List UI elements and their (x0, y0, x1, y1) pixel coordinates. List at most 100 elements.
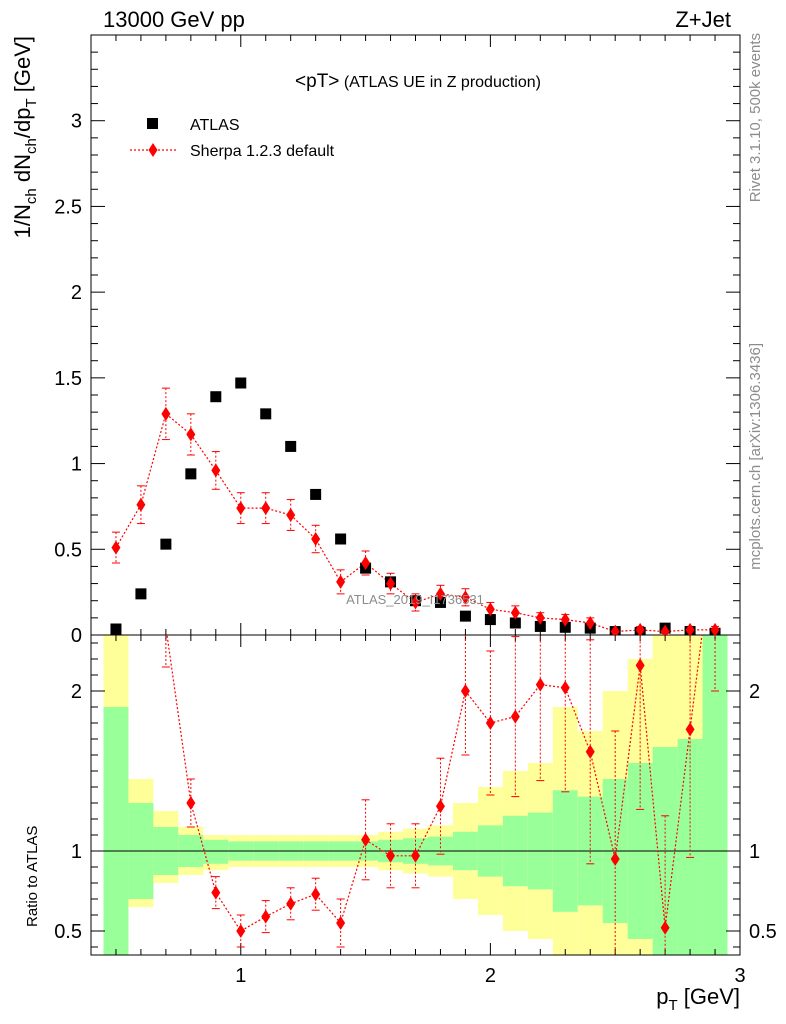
ratio-bands (103, 635, 728, 955)
atlas-point (285, 440, 297, 452)
ratio-sherpa-point (535, 677, 545, 692)
main-y-axis-label: 1/Nch dNch/dpT [GeV] (10, 36, 40, 238)
main-y-axis-label-a: 1/N (10, 204, 35, 238)
ratio-sherpa-point (411, 848, 420, 863)
ratio-sherpa-point (386, 848, 396, 863)
sherpa-point (710, 622, 720, 635)
sherpa-point (535, 610, 545, 625)
main-y-axis-label-d: ch (23, 138, 40, 154)
sherpa-point (236, 501, 246, 516)
ratio-sherpa-point (311, 887, 321, 902)
sherpa-point (660, 624, 670, 635)
atlas-point (185, 468, 197, 480)
ratio-sherpa-point (711, 524, 720, 538)
sherpa-point (211, 463, 221, 478)
main-frame (90, 34, 741, 636)
sherpa-point (411, 595, 420, 610)
sherpa-point (460, 590, 470, 605)
ratio-sherpa-point (435, 799, 445, 814)
main-y-axis-label-e: /dp (10, 108, 35, 139)
ratio-y-tick-label-right: 2 (749, 681, 760, 703)
plot-title-main: <pT> (295, 71, 339, 92)
x-axis-label-c: [GeV] (678, 984, 740, 1009)
sherpa-point (311, 532, 321, 546)
atlas-point (110, 623, 122, 635)
sherpa-point (435, 586, 445, 601)
sherpa-point (610, 624, 620, 635)
ratio-sherpa-point (585, 744, 595, 759)
sherpa-point (361, 556, 371, 570)
legend-sherpa-marker (148, 143, 158, 157)
y-tick-label: 3 (71, 111, 82, 133)
atlas-point (160, 538, 172, 550)
atlas-point (434, 596, 446, 608)
sherpa-point (261, 501, 271, 516)
ratio-y-tick-label: 2 (71, 681, 82, 703)
y-tick-label: 1.5 (54, 368, 82, 390)
ratio-sherpa-point (510, 709, 520, 724)
atlas-point (459, 610, 471, 622)
ratio-sherpa-point (560, 680, 570, 695)
x-axis-label-a: p (656, 984, 668, 1009)
side-rivet-label: Rivet 3.1.10, 500k events (747, 33, 764, 202)
atlas-point (509, 617, 521, 629)
sherpa-point (136, 497, 146, 512)
x-tick-label: 1 (235, 965, 246, 987)
ratio-sherpa-point (361, 832, 371, 847)
sherpa-point (161, 406, 171, 421)
atlas-point (335, 533, 347, 545)
atlas-point (310, 488, 322, 500)
main-y-axis-label-c: dN (10, 154, 35, 188)
main-data-marks (110, 377, 721, 635)
ratio-sherpa-point (685, 722, 695, 737)
atlas-point (210, 391, 222, 403)
x-tick-label: 2 (485, 965, 496, 987)
sherpa-point (585, 616, 595, 630)
y-tick-label: 0 (71, 625, 82, 647)
x-tick-label: 3 (734, 965, 745, 987)
sherpa-point (685, 622, 695, 635)
y-tick-label: 2 (71, 282, 82, 304)
atlas-point (484, 614, 496, 626)
ratio-band-inner (203, 839, 229, 864)
sherpa-point (510, 605, 520, 620)
plot-title: <pT> (ATLAS UE in Z production) (295, 71, 541, 92)
main-y-axis-label-f: T (23, 98, 40, 107)
legend-atlas-marker (147, 118, 158, 129)
header-right: Z+Jet (675, 7, 731, 32)
sherpa-point (386, 576, 396, 591)
legend-atlas-label: ATLAS (190, 117, 240, 134)
ratio-y-tick-label-right: 0.5 (749, 921, 777, 943)
legend: ATLAS Sherpa 1.2.3 default (130, 117, 335, 160)
ratio-sherpa-point (660, 920, 670, 935)
ratio-sherpa-point (460, 684, 470, 698)
x-axis-label-b: T (668, 997, 677, 1014)
sherpa-point (560, 612, 570, 627)
atlas-point (559, 621, 571, 633)
ratio-y-tick-label: 0.5 (54, 921, 82, 943)
atlas-point (534, 620, 546, 632)
ratio-data-marks (161, 524, 720, 955)
ratio-sherpa-point (635, 658, 645, 673)
y-tick-label: 2.5 (54, 196, 82, 218)
sherpa-point (286, 508, 296, 522)
ratio-sherpa-point (485, 716, 495, 730)
plot-title-sub: (ATLAS UE in Z production) (339, 74, 541, 91)
ratio-sherpa-point (236, 924, 246, 938)
ratio-y-tick-label: 1 (71, 841, 82, 863)
side-mcplots-label: mcplots.cern.ch [arXiv:1306.3436] (747, 343, 764, 570)
y-tick-label: 1 (71, 454, 82, 476)
axes: 1 2 300.511.522.530.5 0.51 12 2 (54, 34, 777, 987)
legend-sherpa-label: Sherpa 1.2.3 default (190, 143, 335, 160)
ratio-y-axis-label: Ratio to ATLAS (24, 826, 41, 927)
analysis-watermark: ATLAS_2019_I1736531 (346, 592, 484, 607)
sherpa-point (635, 622, 645, 635)
ratio-sherpa-point (610, 852, 620, 866)
ratio-y-tick-label-right: 1 (749, 841, 760, 863)
ratio-sherpa-point (186, 796, 196, 810)
ratio-sherpa-point (336, 916, 346, 930)
main-y-axis-label-b: ch (23, 188, 40, 204)
x-axis-label: pT [GeV] (656, 984, 740, 1014)
sherpa-point (485, 602, 495, 617)
